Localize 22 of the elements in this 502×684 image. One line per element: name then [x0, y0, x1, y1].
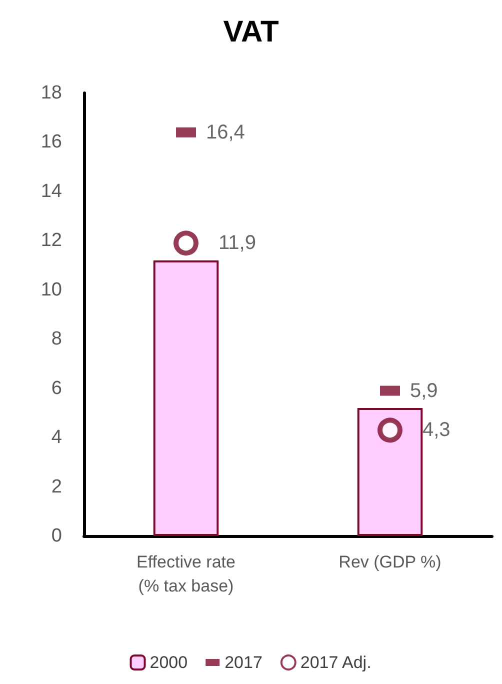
chart-title: VAT — [223, 16, 279, 48]
data-label: 4,3 — [422, 419, 450, 442]
x-tick-label: Rev (GDP %) — [338, 552, 442, 572]
point — [174, 230, 198, 256]
data-label: 5,9 — [410, 380, 438, 402]
y-tick-label: 12 — [40, 230, 62, 252]
y-tick-label: 6 — [51, 378, 62, 399]
y-tick-label: 4 — [51, 427, 62, 448]
y-tick-label: 16 — [40, 132, 62, 153]
y-tick-label: 8 — [51, 328, 62, 350]
y-tick-label: 18 — [40, 82, 62, 104]
y-tick-label: 14 — [40, 180, 62, 202]
x-tick-label: Effective rate (% tax base) — [136, 552, 236, 596]
y-tick-label: 0 — [51, 526, 62, 546]
point — [378, 418, 402, 443]
legend-label: 2000 — [150, 653, 188, 672]
legend-label: 2017 Adj. — [300, 653, 372, 672]
y-tick-label: 10 — [40, 279, 62, 300]
legend-label: 2017 — [224, 653, 262, 672]
y-tick-label: 2 — [51, 476, 62, 498]
data-label: 16,4 — [206, 121, 245, 144]
data-label: 11,9 — [218, 232, 256, 254]
